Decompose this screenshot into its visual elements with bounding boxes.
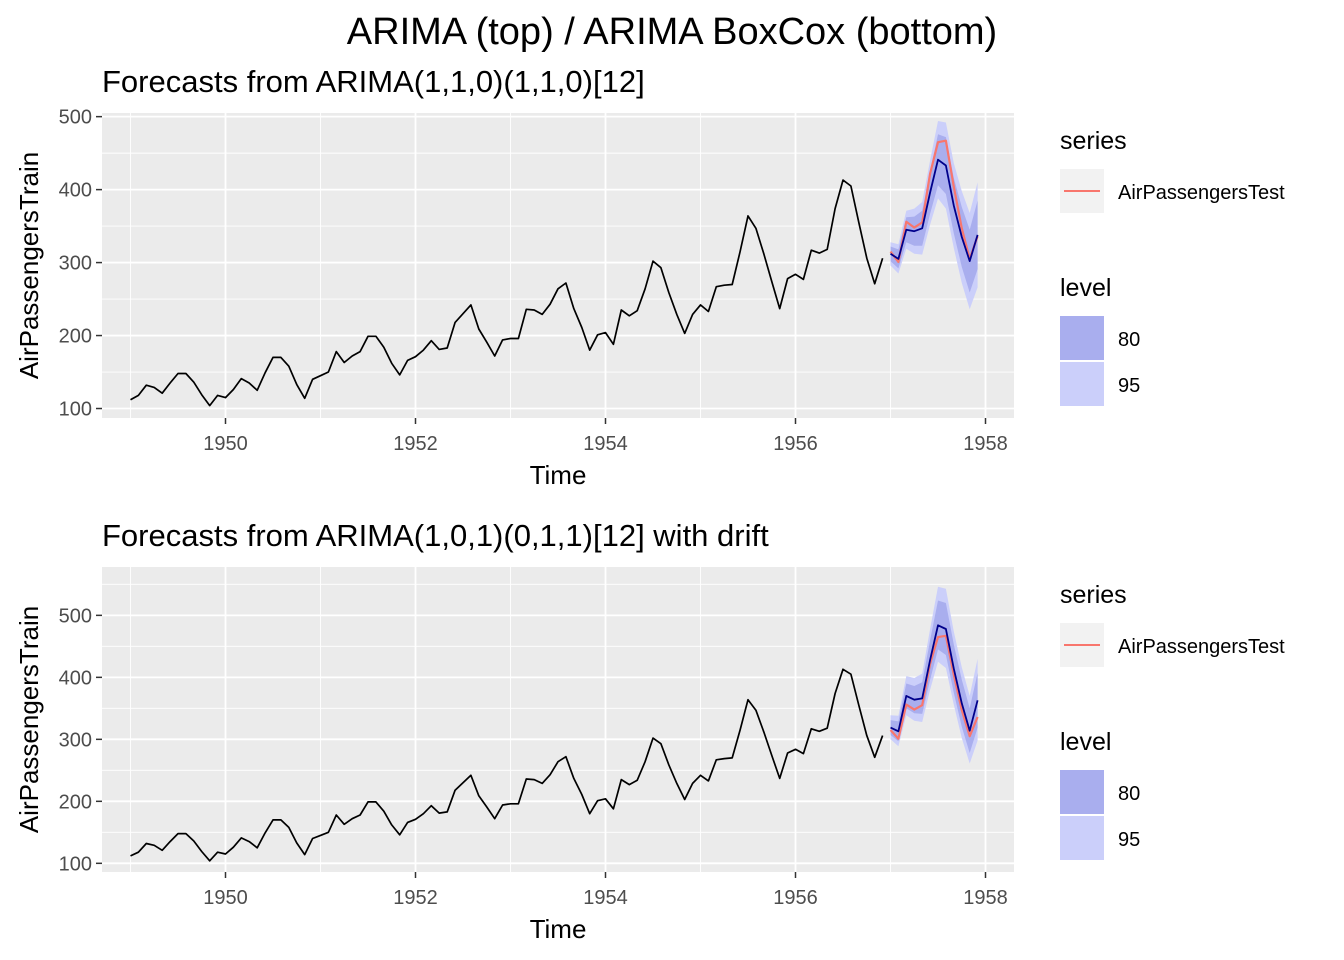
x-tick-label: 1952	[393, 433, 438, 455]
y-tick-label: 500	[59, 107, 92, 129]
x-tick-label: 1956	[773, 433, 818, 455]
x-tick-label: 1958	[963, 433, 1008, 455]
plot-panel	[102, 567, 1014, 872]
x-tick-label: 1954	[583, 433, 628, 455]
test-series-line	[889, 634, 979, 740]
x-axis-title: Time	[530, 460, 587, 490]
y-axis-title: AirPassengersTrain	[14, 606, 44, 833]
chart-arima-boxcox: Forecasts from ARIMA(1,0,1)(0,1,1)[12] w…	[14, 518, 1285, 944]
legend-key-level-95	[1060, 362, 1104, 406]
legend-level-label: 95	[1118, 829, 1140, 851]
subplot-title: Forecasts from ARIMA(1,1,0)(1,1,0)[12]	[102, 64, 645, 99]
y-tick-label: 200	[59, 791, 92, 813]
legend: series AirPassengersTest level 80 95	[1060, 127, 1285, 406]
x-tick-label: 1952	[393, 887, 438, 909]
subplot-title: Forecasts from ARIMA(1,0,1)(0,1,1)[12] w…	[102, 518, 769, 553]
legend-level-title: level	[1060, 728, 1111, 756]
legend: series AirPassengersTest level 80 95	[1060, 581, 1285, 860]
x-tick-label: 1956	[773, 887, 818, 909]
legend-key-level-80	[1060, 316, 1104, 360]
legend-key-level-95	[1060, 816, 1104, 860]
legend-key-level-80	[1060, 770, 1104, 814]
legend-series-title: series	[1060, 127, 1127, 155]
legend-level-label: 80	[1118, 783, 1140, 805]
y-axis-title: AirPassengersTrain	[14, 152, 44, 379]
y-tick-label: 400	[59, 180, 92, 202]
y-tick-label: 100	[59, 853, 92, 875]
x-tick-label: 1950	[203, 433, 248, 455]
legend-series-label: AirPassengersTest	[1118, 636, 1285, 658]
legend-level-title: level	[1060, 274, 1111, 302]
forecast-mean-line	[890, 624, 979, 733]
legend-series-label: AirPassengersTest	[1118, 182, 1285, 204]
y-tick-label: 100	[59, 399, 92, 421]
x-tick-label: 1954	[583, 887, 628, 909]
y-tick-label: 200	[59, 326, 92, 348]
y-tick-label: 400	[59, 667, 92, 689]
y-tick-label: 500	[59, 605, 92, 627]
history-line	[130, 179, 884, 407]
x-axis-title: Time	[530, 914, 587, 944]
chart-arima: Forecasts from ARIMA(1,1,0)(1,1,0)[12] 19…	[14, 64, 1285, 490]
plot-panel	[102, 113, 1014, 418]
band-80	[890, 134, 978, 293]
x-tick-label: 1950	[203, 887, 248, 909]
legend-series-title: series	[1060, 581, 1127, 609]
legend-level-label: 95	[1118, 375, 1140, 397]
band-95	[890, 586, 978, 764]
history-line	[130, 668, 884, 862]
forecast-mean-line	[890, 158, 979, 263]
y-tick-label: 300	[59, 729, 92, 751]
figure-title: ARIMA (top) / ARIMA BoxCox (bottom)	[347, 11, 997, 53]
x-tick-label: 1958	[963, 887, 1008, 909]
y-tick-label: 300	[59, 253, 92, 275]
test-series-line	[889, 139, 979, 263]
legend-level-label: 80	[1118, 329, 1140, 351]
